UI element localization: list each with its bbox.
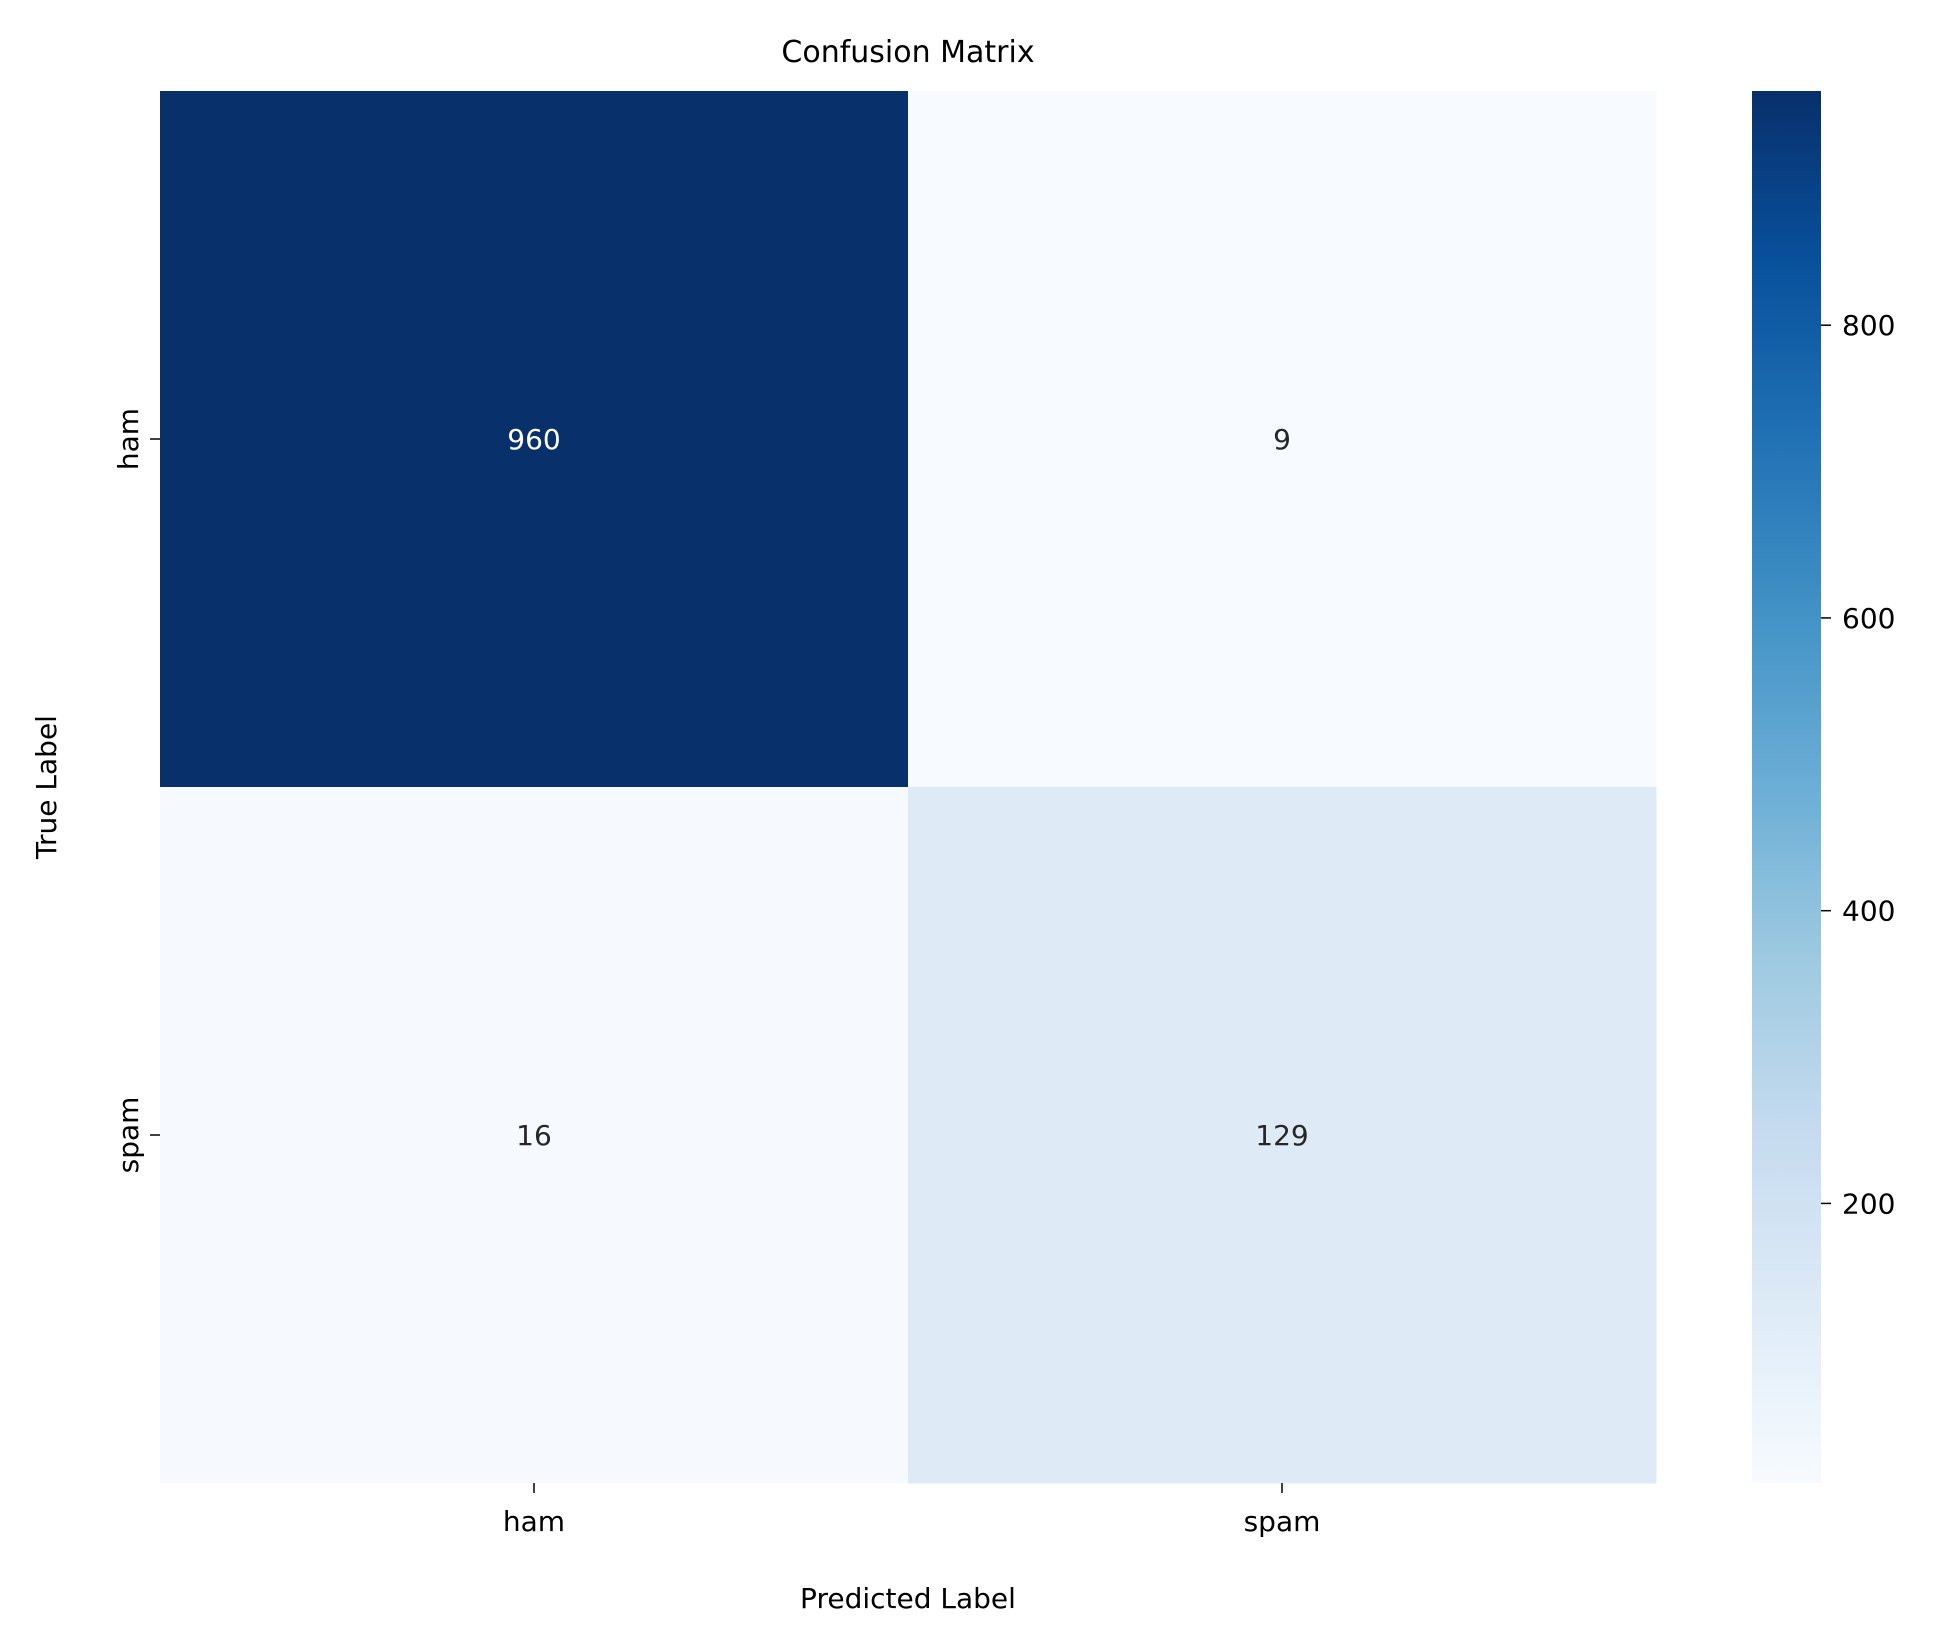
colorbar [1752,91,1821,1483]
heatmap-cell [908,787,1657,1484]
cell-annotation: 9 [1273,423,1291,456]
x-tick-label: spam [1244,1505,1321,1538]
x-axis-label: Predicted Label [800,1582,1016,1615]
colorbar-tick-label: 800 [1842,309,1895,342]
y-axis-label: True Label [30,715,63,860]
cell-annotation: 129 [1255,1119,1308,1152]
colorbar-tick-label: 200 [1842,1187,1895,1220]
cell-annotation: 16 [516,1119,552,1152]
chart-title: Confusion Matrix [781,35,1034,70]
colorbar-tick-label: 600 [1842,602,1895,635]
heatmap-cell [160,91,909,788]
y-tick-label: ham [112,408,145,470]
colorbar-tick-label: 400 [1842,895,1895,928]
y-tick-label: spam [112,1097,145,1174]
heatmap-cell [160,787,909,1484]
cell-annotation: 960 [507,423,560,456]
x-tick-label: ham [503,1505,565,1538]
heatmap-cell [908,91,1657,788]
